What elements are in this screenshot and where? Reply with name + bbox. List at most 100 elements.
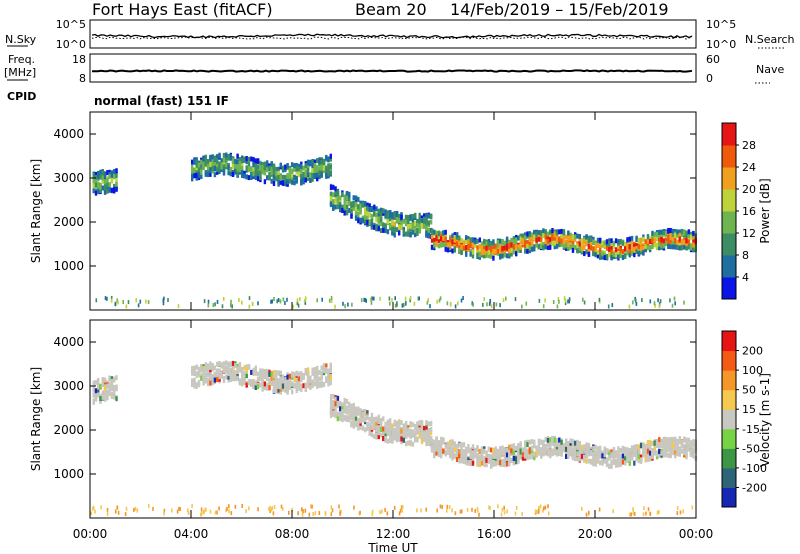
echo-cell	[655, 243, 659, 249]
echo-cell	[635, 249, 638, 255]
echo-cell	[361, 218, 365, 224]
echo-cell	[571, 451, 575, 457]
echo-cell	[685, 454, 688, 460]
echo-cell	[409, 231, 412, 237]
echo-cell	[364, 207, 367, 213]
echo-cell	[637, 244, 641, 250]
echo-cell	[101, 178, 104, 184]
echo-cell	[339, 406, 342, 412]
echo-cell	[409, 295, 412, 300]
echo-cell	[259, 371, 262, 377]
colorbar-tick-label: 15	[742, 403, 756, 416]
echo-cell	[411, 422, 415, 428]
echo-cell	[524, 248, 527, 254]
echo-cell	[692, 239, 695, 245]
echo-cell	[542, 442, 545, 448]
echo-cell	[687, 444, 691, 450]
echo-cell	[521, 237, 525, 243]
echo-cell	[114, 509, 117, 514]
echo-cell	[395, 429, 399, 435]
echo-cell	[596, 249, 600, 255]
echo-cell	[379, 296, 381, 301]
echo-cell	[400, 436, 403, 442]
echo-cell	[310, 504, 312, 509]
echo-cell	[535, 232, 538, 238]
echo-cell	[395, 437, 399, 443]
echo-cell	[680, 448, 684, 454]
echo-cell	[363, 297, 365, 302]
colorbar-swatch	[722, 255, 736, 278]
echo-cell	[659, 299, 662, 304]
echo-cell	[596, 449, 600, 455]
echo-cell	[204, 378, 207, 384]
echo-cell	[567, 242, 570, 247]
echo-cell	[241, 372, 244, 378]
noise-strip-frame	[89, 19, 697, 49]
echo-cell	[275, 176, 278, 182]
echo-cell	[621, 255, 625, 260]
echo-cell	[427, 429, 430, 435]
echo-cell	[487, 249, 491, 255]
echo-cell	[562, 445, 566, 451]
echo-cell	[357, 425, 360, 431]
echo-cell	[293, 166, 296, 172]
echo-cell	[651, 440, 654, 446]
echo-cell	[275, 381, 278, 386]
echo-cell	[230, 303, 232, 308]
echo-cell	[626, 246, 629, 252]
echo-cell	[382, 430, 385, 435]
echo-cell	[549, 237, 552, 243]
echo-cell	[658, 304, 661, 309]
echo-cell	[462, 459, 466, 465]
echo-cell	[195, 364, 198, 370]
echo-cell	[678, 242, 681, 248]
echo-cell	[359, 203, 362, 209]
echo-cell	[427, 432, 430, 438]
echo-cell	[270, 379, 273, 385]
echo-cell	[524, 232, 527, 238]
echo-cell	[658, 437, 661, 443]
echo-cell	[350, 201, 353, 207]
echo-cell	[457, 301, 459, 306]
echo-cell	[446, 508, 448, 513]
echo-cell	[487, 454, 491, 460]
echo-cell	[658, 241, 661, 247]
echo-cell	[133, 507, 135, 512]
echo-cell	[642, 452, 645, 458]
echo-cell	[587, 237, 591, 243]
echo-cell	[366, 215, 369, 221]
echo-cell	[368, 203, 371, 209]
echo-cell	[207, 299, 210, 304]
echo-cell	[218, 374, 221, 380]
echo-cell	[621, 456, 625, 462]
echo-cell	[167, 298, 169, 302]
echo-cell	[580, 246, 584, 251]
echo-cell	[206, 363, 210, 369]
echo-cell	[505, 245, 509, 251]
echo-cell	[628, 236, 631, 242]
echo-cell	[519, 248, 522, 253]
echo-cell	[375, 427, 378, 433]
echo-cell	[578, 238, 581, 244]
echo-cell	[193, 167, 196, 173]
echo-cell	[320, 171, 323, 177]
echo-cell	[476, 454, 479, 460]
echo-cell	[538, 298, 541, 303]
echo-cell	[528, 245, 531, 251]
echo-cell	[238, 163, 242, 169]
echo-cell	[281, 383, 285, 389]
echo-cell	[391, 427, 394, 433]
echo-cell	[444, 451, 447, 457]
echo-cell	[288, 377, 292, 383]
echo-cell	[490, 454, 493, 460]
echo-cell	[537, 244, 541, 250]
echo-cell	[306, 167, 310, 173]
echo-cell	[227, 374, 230, 380]
echo-cell	[213, 377, 217, 383]
echo-cell	[324, 511, 327, 516]
echo-cell	[245, 509, 247, 514]
echo-cell	[560, 439, 563, 445]
echo-cell	[309, 178, 312, 183]
echo-cell	[318, 166, 321, 172]
